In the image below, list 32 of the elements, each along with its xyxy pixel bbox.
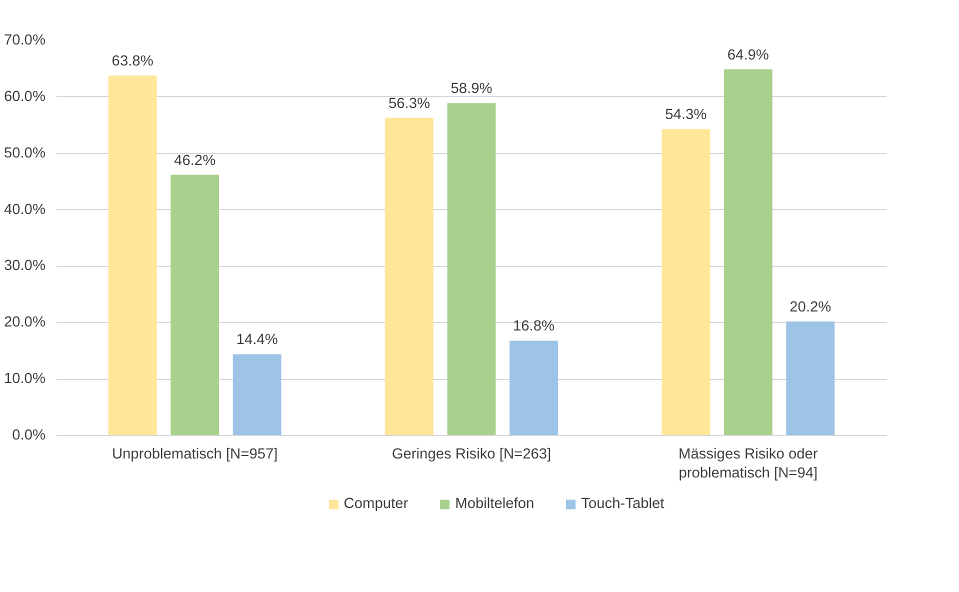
text: 63.8% bbox=[112, 53, 154, 70]
y-tick-label: 10.0% bbox=[4, 371, 46, 388]
legend-label: Computer bbox=[344, 496, 408, 512]
text: 56.3% bbox=[388, 96, 430, 112]
bar bbox=[786, 322, 835, 436]
bar bbox=[447, 103, 496, 436]
x-tick-label: Unproblematisch [N=957] bbox=[112, 446, 278, 462]
bar bbox=[232, 354, 282, 436]
text: 58.9% bbox=[450, 81, 492, 98]
text: 46.2% bbox=[174, 152, 216, 169]
text: 14.4% bbox=[236, 332, 278, 348]
y-tick-label: 40.0% bbox=[4, 202, 46, 218]
bar bbox=[108, 75, 157, 436]
bar bbox=[662, 129, 710, 436]
legend-label: Mobiltelefon bbox=[455, 496, 534, 512]
text: 16.8% bbox=[512, 318, 555, 335]
y-tick-label: 50.0% bbox=[4, 145, 46, 162]
bar bbox=[170, 174, 220, 436]
y-tick-label: 30.0% bbox=[4, 258, 46, 274]
text: 54.3% bbox=[665, 107, 707, 124]
bar bbox=[510, 340, 558, 436]
x-tick-label: Mässiges Risiko oder problematisch [N=94] bbox=[678, 446, 818, 482]
bar bbox=[724, 69, 772, 436]
y-tick-label: 60.0% bbox=[4, 88, 46, 105]
y-tick-label: 20.0% bbox=[4, 314, 46, 331]
x-tick-label: Geringes Risiko [N=263] bbox=[392, 446, 552, 462]
y-tick-label: 70.0% bbox=[4, 32, 46, 48]
text: 20.2% bbox=[790, 300, 832, 316]
bar bbox=[385, 118, 434, 436]
legend-label: Touch-Tablet bbox=[581, 496, 664, 512]
text: 64.9% bbox=[727, 47, 769, 64]
y-tick-label: 0.0% bbox=[12, 428, 46, 444]
